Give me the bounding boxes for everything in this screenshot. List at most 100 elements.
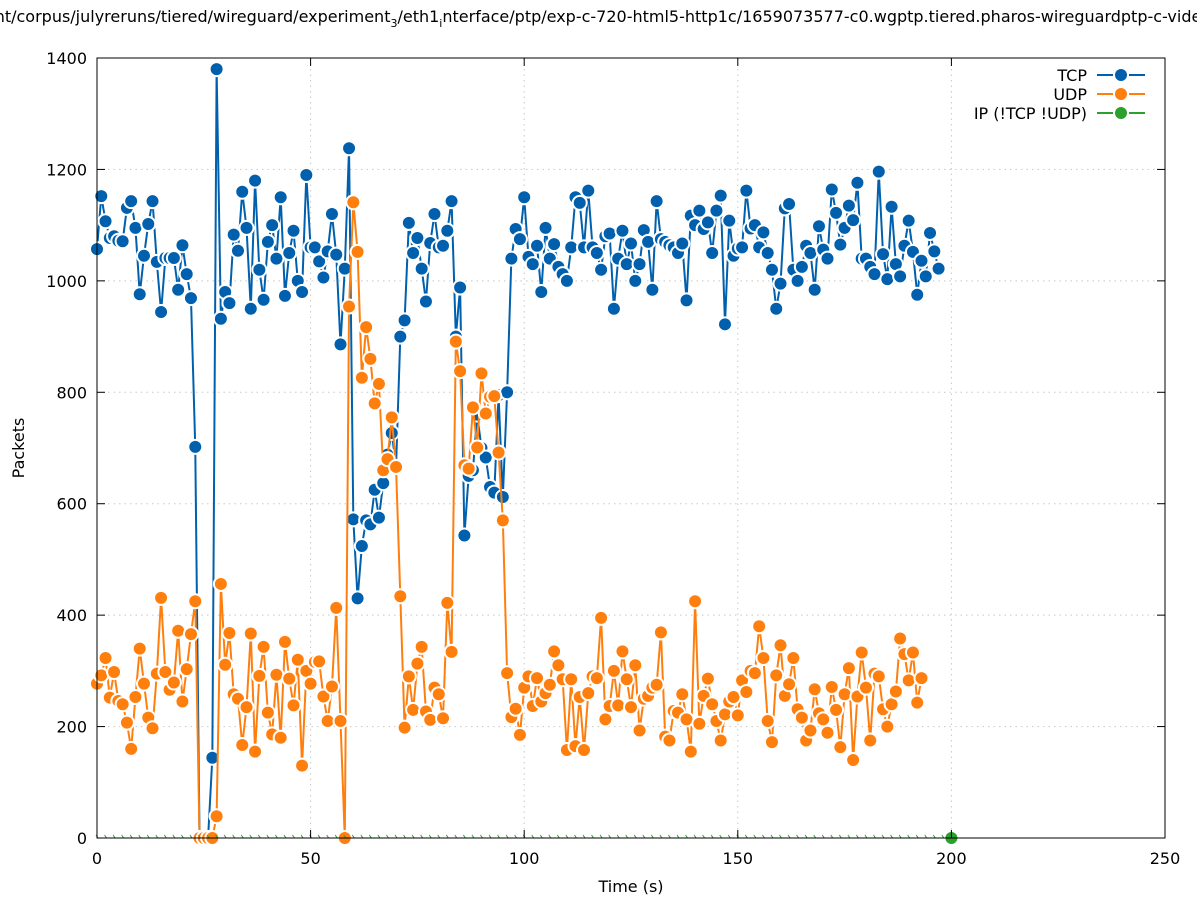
data-point	[712, 187, 729, 204]
data-point	[435, 237, 452, 254]
data-point	[443, 193, 460, 210]
data-point	[546, 236, 563, 253]
data-point	[165, 250, 182, 267]
data-point	[597, 711, 614, 728]
data-point	[392, 588, 409, 605]
data-point	[341, 298, 358, 315]
data-point	[388, 458, 405, 475]
data-point	[332, 713, 349, 729]
data-point	[315, 688, 332, 705]
data-point	[558, 272, 575, 289]
data-point	[131, 286, 148, 303]
data-point	[614, 643, 631, 660]
data-point	[909, 286, 926, 303]
data-point	[704, 245, 721, 261]
data-point	[755, 650, 772, 667]
data-point	[640, 233, 657, 250]
data-point	[153, 304, 170, 321]
data-point	[537, 219, 554, 236]
data-point	[862, 732, 879, 749]
chart-title: nt/corpus/julyreruns/tiered/wireguard/ex…	[0, 7, 1197, 30]
data-point	[759, 245, 776, 261]
data-point	[618, 671, 635, 688]
data-point	[208, 61, 225, 78]
data-point	[588, 670, 605, 687]
data-point	[486, 388, 503, 405]
data-point	[840, 660, 857, 677]
data-point	[738, 182, 755, 199]
data-point	[187, 593, 204, 610]
data-point	[828, 701, 845, 718]
data-point	[234, 183, 251, 200]
y-tick-label: 600	[56, 495, 87, 514]
data-point	[721, 212, 738, 229]
data-point	[768, 667, 785, 684]
data-point	[276, 633, 293, 650]
data-point	[909, 694, 926, 711]
data-point	[576, 741, 593, 758]
data-point	[212, 310, 229, 327]
data-point	[610, 697, 627, 714]
data-point	[170, 281, 187, 298]
data-point	[469, 439, 486, 456]
data-point	[738, 684, 755, 701]
data-point	[819, 250, 836, 267]
data-point	[460, 460, 477, 477]
data-point	[627, 272, 644, 289]
data-point	[294, 284, 311, 300]
data-point	[221, 624, 238, 641]
data-point	[751, 618, 768, 635]
data-point	[605, 662, 622, 679]
data-point	[593, 261, 610, 278]
data-point	[499, 665, 516, 682]
title-part-3: nterface/ptp/exp-c-720-html5-http1c/1659…	[442, 7, 1197, 26]
data-point	[704, 696, 721, 713]
data-point	[464, 399, 481, 416]
data-point	[93, 188, 110, 205]
data-point	[648, 193, 665, 210]
data-point	[627, 657, 644, 674]
data-point	[875, 246, 892, 263]
data-point	[913, 670, 930, 687]
data-point	[904, 644, 921, 661]
data-point	[631, 722, 648, 739]
title-sub-2: i	[439, 17, 442, 30]
data-point	[674, 686, 691, 703]
data-point	[114, 696, 131, 713]
data-point	[208, 808, 225, 825]
data-point	[815, 711, 832, 728]
data-point	[174, 693, 191, 710]
data-point	[524, 256, 541, 273]
data-point	[631, 256, 648, 273]
data-point	[900, 672, 917, 689]
data-point	[759, 713, 776, 729]
data-point	[550, 657, 567, 674]
y-axis-label: Packets	[9, 418, 28, 479]
data-point	[349, 243, 366, 260]
data-point	[178, 266, 195, 283]
data-point	[661, 732, 678, 749]
data-point	[285, 222, 302, 239]
data-point	[883, 198, 900, 215]
data-point	[845, 212, 862, 229]
data-point	[135, 675, 152, 692]
data-point	[97, 650, 114, 667]
data-point	[892, 630, 909, 647]
x-axis-ticks: 0 50 100 150 200 250	[92, 58, 1180, 868]
data-point	[503, 250, 520, 267]
legend-marker	[1115, 88, 1127, 100]
data-point	[315, 269, 332, 286]
data-point	[823, 679, 840, 696]
data-point	[212, 575, 229, 592]
data-point	[328, 246, 345, 263]
data-point	[276, 287, 293, 304]
data-point	[439, 594, 456, 611]
data-point	[832, 739, 849, 756]
data-point	[383, 409, 400, 426]
data-point	[644, 281, 661, 298]
data-point	[712, 732, 729, 749]
data-point	[623, 235, 639, 252]
data-point	[144, 193, 161, 210]
data-point	[366, 395, 383, 412]
data-point	[405, 701, 422, 718]
